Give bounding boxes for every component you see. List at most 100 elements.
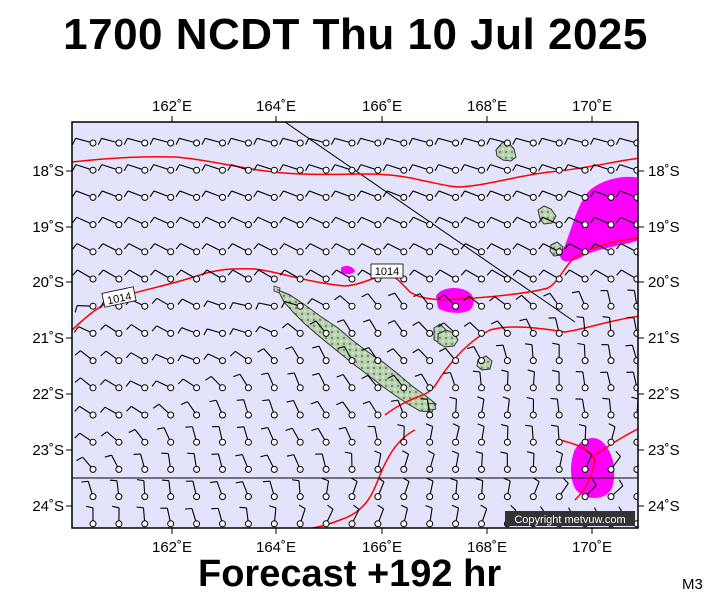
wind-barb xyxy=(201,269,226,283)
wind-barb xyxy=(331,216,356,229)
wind-barb xyxy=(374,477,385,501)
wind-barb xyxy=(626,371,638,392)
wind-barb xyxy=(616,269,638,283)
lon-label: 164˚E xyxy=(256,98,296,115)
wind-barb xyxy=(388,292,408,310)
forecast-label: Forecast +192 hr xyxy=(198,553,502,595)
wind-barb xyxy=(408,164,434,174)
wind-barb xyxy=(615,216,638,229)
isobar-label-1014-west: 1014 xyxy=(101,286,137,308)
wind-barb xyxy=(253,137,278,147)
wind-barb xyxy=(149,164,175,174)
wind-barb xyxy=(261,372,278,392)
wind-barb xyxy=(357,243,382,256)
wind-barb xyxy=(438,294,460,310)
wind-barb xyxy=(386,348,408,365)
wind-barb xyxy=(607,423,616,446)
wind-barb xyxy=(229,302,252,310)
wind-barb xyxy=(590,269,615,283)
wind-barb xyxy=(571,290,589,310)
wind-barb xyxy=(229,350,252,365)
wind-barb xyxy=(338,426,356,446)
isobar-southwest xyxy=(308,429,416,528)
wind-barb xyxy=(239,506,252,528)
wind-barb xyxy=(477,423,485,446)
wind-barb xyxy=(434,216,460,229)
wind-barb xyxy=(438,347,460,365)
wind-barb xyxy=(552,369,563,392)
wind-barb xyxy=(149,190,175,201)
wind-barb xyxy=(236,426,252,446)
wind-barb xyxy=(489,296,511,310)
wind-barb xyxy=(255,325,278,337)
wind-barb xyxy=(85,505,97,528)
wind-barb xyxy=(538,216,563,229)
axis-ticks xyxy=(66,116,644,534)
wind-barb xyxy=(382,190,408,201)
wind-barb xyxy=(512,216,537,229)
wind-barb xyxy=(73,326,97,337)
wind-barb xyxy=(175,243,201,256)
wind-barb xyxy=(400,477,410,501)
wind-barb xyxy=(296,504,306,528)
wind-barb xyxy=(201,243,226,256)
wind-barb xyxy=(227,269,252,283)
wind-barb xyxy=(500,451,511,473)
wind-barb xyxy=(607,450,621,473)
wind-barb xyxy=(74,405,97,419)
wind-barb xyxy=(400,450,410,473)
wind-barb xyxy=(337,345,356,365)
wind-barb xyxy=(382,137,408,147)
wind-barb xyxy=(125,380,149,392)
wind-barb xyxy=(336,373,356,392)
wind-barb xyxy=(490,320,511,337)
wind-barb xyxy=(374,450,382,473)
wind-barb xyxy=(397,424,408,446)
wind-barb xyxy=(210,481,226,501)
wind-barb xyxy=(286,454,304,473)
wind-barb xyxy=(112,505,123,528)
wind-barb xyxy=(81,480,97,501)
wind-barb xyxy=(460,216,485,229)
wind-barb xyxy=(434,243,460,256)
wind-barb xyxy=(260,426,278,446)
wind-barb xyxy=(500,424,511,446)
wind-barb xyxy=(72,243,97,256)
wind-barb xyxy=(279,269,304,283)
wind-barb xyxy=(564,164,589,174)
wind-barb xyxy=(460,137,485,147)
grande-terre-island xyxy=(276,289,437,413)
wind-barb xyxy=(344,451,356,473)
lat-label: 22˚S xyxy=(648,386,680,403)
wind-barb xyxy=(203,328,226,337)
wind-barb xyxy=(460,190,485,201)
wind-barb xyxy=(425,505,434,528)
map-title: 1700 NCDT Thu 10 Jul 2025 xyxy=(63,10,648,59)
wind-barb xyxy=(515,294,537,310)
wind-barb xyxy=(362,319,382,337)
wind-barb xyxy=(589,164,615,174)
wind-barb xyxy=(602,316,615,337)
wind-barb xyxy=(255,302,278,310)
wind-barb xyxy=(125,352,149,365)
wind-barb xyxy=(615,164,638,174)
isobar-label-1014-east: 1014 xyxy=(370,263,404,279)
wind-barb xyxy=(387,374,408,392)
wind-barb xyxy=(512,164,537,174)
wind-barb xyxy=(348,504,360,528)
lat-label: 19˚S xyxy=(32,219,64,236)
wind-barb xyxy=(310,400,330,419)
lat-label: 18˚S xyxy=(32,163,64,180)
lat-label: 22˚S xyxy=(32,386,64,403)
wind-barb xyxy=(285,427,304,446)
wind-barb xyxy=(99,406,123,419)
wind-barb xyxy=(361,374,382,392)
wind-barb xyxy=(151,325,175,337)
wind-barb xyxy=(152,403,175,419)
wind-barb xyxy=(589,137,615,147)
wind-barb xyxy=(625,344,638,365)
wind-barb xyxy=(136,506,149,528)
wind-barb xyxy=(526,396,537,419)
wind-barb xyxy=(512,269,537,283)
wind-barb xyxy=(478,504,488,528)
